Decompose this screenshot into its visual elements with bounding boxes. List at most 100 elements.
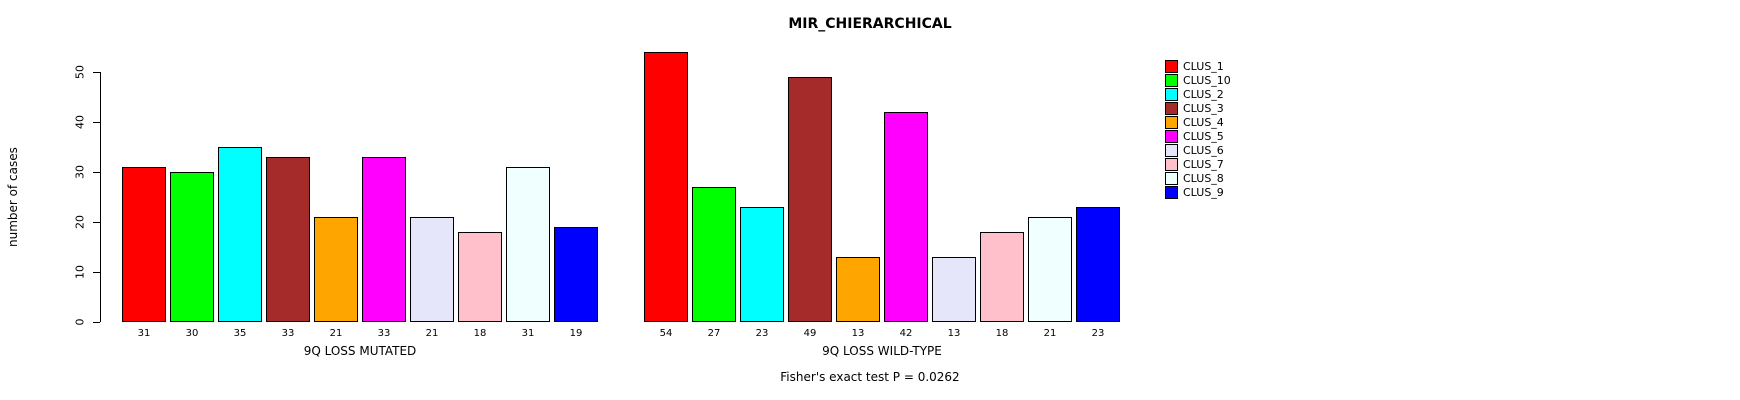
- bar-rect: [410, 217, 454, 322]
- legend-label: CLUS_1: [1183, 60, 1224, 73]
- bar-value-label: 31: [137, 328, 151, 339]
- legend-swatch: [1165, 130, 1178, 143]
- bar-group-mutated: 31 30 35 33 21 33 21 18 31 19: [122, 50, 598, 339]
- bar-clus_10: 30: [170, 50, 214, 339]
- bar-value-label: 19: [569, 328, 583, 339]
- bar-value-label: 35: [233, 328, 247, 339]
- bar-rect: [314, 217, 358, 322]
- y-tick: [93, 271, 100, 273]
- y-tick: [93, 221, 100, 223]
- bar-rect: [932, 257, 976, 322]
- legend-item-clus_4: CLUS_4: [1165, 116, 1231, 129]
- bar-rect: [554, 227, 598, 322]
- bar-rect: [218, 147, 262, 322]
- bar-value-label: 31: [521, 328, 535, 339]
- y-tick-label: 10: [73, 265, 87, 279]
- y-tick: [93, 121, 100, 123]
- legend-item-clus_2: CLUS_2: [1165, 88, 1231, 101]
- legend-label: CLUS_7: [1183, 158, 1224, 171]
- bar-clus_8: 21: [1028, 50, 1072, 339]
- x-axis-label-mutated: 9Q LOSS MUTATED: [303, 344, 417, 358]
- bar-clus_7: 18: [458, 50, 502, 339]
- bar-clus_4: 21: [314, 50, 358, 339]
- legend-item-clus_6: CLUS_6: [1165, 144, 1231, 157]
- bar-value-label: 23: [755, 328, 769, 339]
- bar-clus_10: 27: [692, 50, 736, 339]
- bar-clus_6: 21: [410, 50, 454, 339]
- bar-value-label: 33: [281, 328, 295, 339]
- chart-title: MIR_CHIERARCHICAL: [788, 16, 952, 32]
- legend-label: CLUS_3: [1183, 102, 1224, 115]
- y-tick-label: 20: [73, 215, 87, 229]
- legend-item-clus_9: CLUS_9: [1165, 186, 1231, 199]
- legend-swatch: [1165, 88, 1178, 101]
- bar-value-label: 49: [803, 328, 817, 339]
- bar-clus_5: 33: [362, 50, 406, 339]
- bar-clus_7: 18: [980, 50, 1024, 339]
- legend-item-clus_3: CLUS_3: [1165, 102, 1231, 115]
- bar-value-label: 18: [995, 328, 1009, 339]
- legend-swatch: [1165, 144, 1178, 157]
- legend-label: CLUS_6: [1183, 144, 1224, 157]
- bar-value-label: 21: [425, 328, 439, 339]
- bar-rect: [788, 77, 832, 322]
- bar-rect: [362, 157, 406, 322]
- bar-rect: [692, 187, 736, 322]
- legend-item-clus_7: CLUS_7: [1165, 158, 1231, 171]
- bar-value-label: 54: [659, 328, 673, 339]
- y-tick: [93, 71, 100, 73]
- legend-label: CLUS_2: [1183, 88, 1224, 101]
- legend-swatch: [1165, 116, 1178, 129]
- legend: CLUS_1 CLUS_10 CLUS_2 CLUS_3 CLUS_4 CLUS_5 CLU…: [1165, 60, 1231, 200]
- bar-clus_8: 31: [506, 50, 550, 339]
- bar-value-label: 33: [377, 328, 391, 339]
- bar-clus_1: 54: [644, 50, 688, 339]
- bar-rect: [884, 112, 928, 322]
- y-tick-label: 0: [73, 318, 87, 326]
- y-tick-label: 40: [73, 115, 87, 129]
- bar-rect: [1076, 207, 1120, 322]
- bar-value-label: 30: [185, 328, 199, 339]
- bar-value-label: 18: [473, 328, 487, 339]
- bar-rect: [1028, 217, 1072, 322]
- bar-clus_9: 19: [554, 50, 598, 339]
- bar-rect: [836, 257, 880, 322]
- bar-value-label: 13: [851, 328, 865, 339]
- x-axis-label-wildtype: 9Q LOSS WILD-TYPE: [822, 344, 942, 358]
- bar-clus_9: 23: [1076, 50, 1120, 339]
- bar-clus_5: 42: [884, 50, 928, 339]
- bar-rect: [740, 207, 784, 322]
- bar-rect: [170, 172, 214, 322]
- y-tick: [93, 171, 100, 173]
- legend-swatch: [1165, 102, 1178, 115]
- bar-value-label: 42: [899, 328, 913, 339]
- bar-rect: [506, 167, 550, 322]
- y-tick-label: 30: [73, 165, 87, 179]
- legend-item-clus_1: CLUS_1: [1165, 60, 1231, 73]
- bar-rect: [266, 157, 310, 322]
- legend-swatch: [1165, 172, 1178, 185]
- bar-clus_3: 49: [788, 50, 832, 339]
- bar-clus_3: 33: [266, 50, 310, 339]
- bar-value-label: 23: [1091, 328, 1105, 339]
- legend-label: CLUS_5: [1183, 130, 1224, 143]
- legend-label: CLUS_9: [1183, 186, 1224, 199]
- y-axis-line: [100, 72, 101, 322]
- legend-swatch: [1165, 74, 1178, 87]
- annotation-text: Fisher's exact test P = 0.0262: [780, 370, 960, 384]
- bar-rect: [122, 167, 166, 322]
- bar-value-label: 21: [329, 328, 343, 339]
- bar-rect: [458, 232, 502, 322]
- bar-clus_4: 13: [836, 50, 880, 339]
- legend-label: CLUS_8: [1183, 172, 1224, 185]
- legend-label: CLUS_10: [1183, 74, 1231, 87]
- bar-rect: [980, 232, 1024, 322]
- bar-rect: [644, 52, 688, 322]
- bar-clus_2: 23: [740, 50, 784, 339]
- bar-value-label: 13: [947, 328, 961, 339]
- legend-swatch: [1165, 158, 1178, 171]
- legend-item-clus_10: CLUS_10: [1165, 74, 1231, 87]
- bar-clus_6: 13: [932, 50, 976, 339]
